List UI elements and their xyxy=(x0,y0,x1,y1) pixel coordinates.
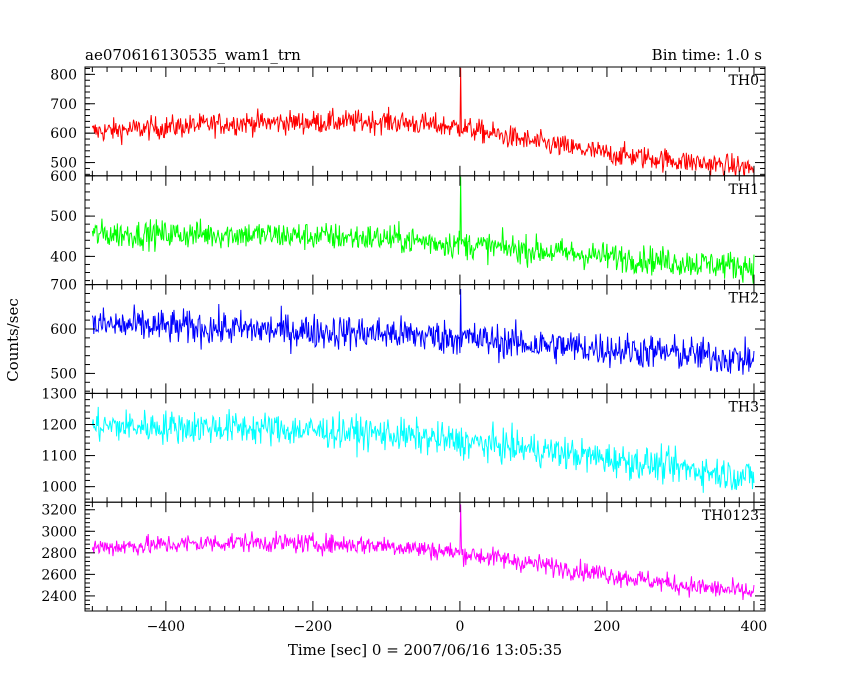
x-tick-label: 200 xyxy=(594,619,621,635)
x-axis-label: Time [sec] 0 = 2007/06/16 13:05:35 xyxy=(288,641,562,659)
panel-label-th0: TH0 xyxy=(729,73,759,89)
series-line-th0123 xyxy=(91,504,755,601)
y-tick-label-th0: 700 xyxy=(50,97,77,113)
series-line-th2 xyxy=(91,289,755,375)
y-tick-label-th0123: 3000 xyxy=(41,524,77,540)
y-tick-label-th2: 600 xyxy=(50,322,77,338)
bin-time-label: Bin time: 1.0 s xyxy=(652,46,762,64)
y-tick-label-th3: 1100 xyxy=(41,449,77,465)
y-axis-label: Counts/sec xyxy=(4,298,22,382)
chart-title: ae070616130535_wam1_trn xyxy=(85,46,301,64)
y-tick-label-th3: 1000 xyxy=(41,480,77,496)
y-tick-label-th0123: 3200 xyxy=(41,503,77,519)
panel-label-th1: TH1 xyxy=(729,182,759,198)
panel-label-th0123: TH0123 xyxy=(702,508,759,524)
y-tick-label-th2: 700 xyxy=(50,278,77,294)
panel-frame-th0123 xyxy=(84,501,766,612)
y-tick-label-th3: 1200 xyxy=(41,417,77,433)
x-tick-label: 0 xyxy=(455,619,464,635)
series-line-th1 xyxy=(91,176,755,284)
panel-frame-th3 xyxy=(84,392,766,503)
y-tick-label-th1: 600 xyxy=(50,169,77,185)
y-tick-label-th0123: 2400 xyxy=(41,589,77,605)
y-tick-label-th0123: 2600 xyxy=(41,567,77,583)
panel-frame-th1 xyxy=(84,175,766,286)
y-tick-label-th1: 400 xyxy=(50,249,77,265)
y-tick-label-th0: 500 xyxy=(50,156,77,172)
y-tick-label-th3: 1300 xyxy=(41,386,77,402)
y-tick-label-th0: 800 xyxy=(50,67,77,83)
panel-label-th3: TH3 xyxy=(729,399,759,415)
x-tick-label: 400 xyxy=(741,619,768,635)
y-tick-label-th0: 600 xyxy=(50,126,77,142)
x-tick-label: −200 xyxy=(294,619,332,635)
y-tick-label-th2: 500 xyxy=(50,366,77,382)
panels-group: TH0500600700800TH1400500600TH2500600700T… xyxy=(41,66,768,635)
series-line-th0 xyxy=(91,67,755,176)
series-line-th3 xyxy=(91,406,755,493)
y-tick-label-th1: 500 xyxy=(50,209,77,225)
panel-label-th2: TH2 xyxy=(729,291,759,307)
y-tick-label-th0123: 2800 xyxy=(41,546,77,562)
x-tick-label: −400 xyxy=(147,619,185,635)
